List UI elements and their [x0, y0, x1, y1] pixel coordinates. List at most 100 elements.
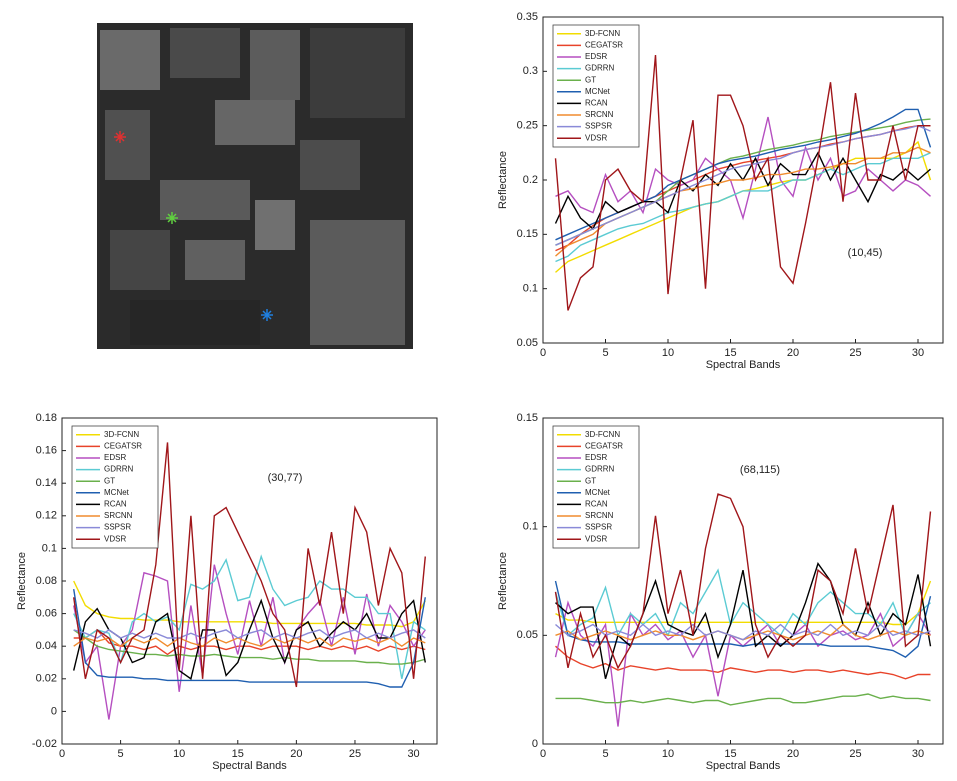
series-group [554, 493, 932, 727]
y-tick-label: 0.18 [36, 412, 57, 424]
y-tick-label: 0.02 [36, 673, 57, 685]
legend-label: MCNet [104, 488, 130, 497]
legend-label: 3D-FCNN [585, 430, 620, 439]
x-tick-label: 5 [602, 347, 608, 359]
y-tick-label: 0.16 [36, 445, 57, 457]
y-tick-label: 0.06 [36, 608, 57, 620]
y-tick-label: 0.15 [517, 412, 538, 424]
x-tick-label: 15 [232, 748, 244, 760]
x-tick-label: 30 [912, 748, 924, 760]
series-line [554, 54, 931, 311]
legend-label: EDSR [585, 52, 607, 61]
x-tick-label: 20 [290, 748, 302, 760]
axes-box [542, 417, 944, 745]
legend-label: RCAN [585, 500, 608, 509]
legend: 3D-FCNN CEGATSR EDSR GDRRN GT MCNet RCAN SRCNN S… [71, 425, 159, 549]
marker-green [166, 212, 178, 224]
y-tick-label: 0.1 [523, 521, 538, 533]
legend-label: MCNet [585, 488, 611, 497]
series-line [73, 629, 426, 639]
x-tick-label: 20 [787, 347, 799, 359]
series-line [555, 623, 931, 641]
legend-label: 3D-FCNN [104, 430, 139, 439]
legend-label: VDSR [585, 534, 607, 543]
legend-label: CEGATSR [585, 41, 623, 50]
x-axis-label: Spectral Bands [212, 760, 287, 772]
y-tick-label: 0 [51, 705, 57, 717]
y-tick-label: 0.14 [36, 477, 57, 489]
legend-label: RCAN [104, 500, 127, 509]
y-tick-label: 0.04 [36, 640, 57, 652]
series-line [73, 442, 426, 688]
series-line [555, 152, 931, 263]
y-tick-label: -0.02 [32, 738, 57, 750]
series-group [554, 54, 932, 311]
legend-label: 3D-FCNN [585, 29, 620, 38]
x-tick-label: 5 [602, 748, 608, 760]
legend-label: SSPSR [585, 122, 612, 131]
legend-label: GT [585, 476, 596, 485]
series-line [73, 629, 426, 665]
image-buildings [100, 28, 405, 345]
x-tick-label: 25 [349, 748, 361, 760]
aerial-image [97, 23, 413, 349]
y-tick-label: 0.2 [523, 174, 538, 186]
series-line [555, 580, 932, 626]
x-tick-label: 20 [787, 748, 799, 760]
x-tick-label: 0 [540, 347, 546, 359]
x-tick-label: 30 [912, 347, 924, 359]
x-tick-label: 5 [118, 748, 124, 760]
annotation: (68,115) [740, 464, 780, 476]
x-axis-label: Spectral Bands [706, 760, 781, 772]
marker-red [114, 131, 126, 143]
series-line [555, 124, 931, 246]
x-tick-label: 15 [724, 347, 736, 359]
series-line [555, 645, 931, 680]
y-axis-label: Reflectance [497, 151, 509, 209]
y-tick-label: 0.3 [523, 65, 538, 77]
series-line [554, 580, 932, 658]
series-line [555, 116, 931, 221]
x-tick-label: 10 [662, 347, 674, 359]
x-axis-label: Spectral Bands [706, 359, 781, 371]
y-tick-label: 0.05 [517, 337, 538, 349]
chart-panel: 0 5 10 15 20 25 30-0.0200.020.040.060.080.10.1… [16, 412, 438, 772]
legend: 3D-FCNN CEGATSR EDSR GDRRN GT MCNet RCAN SRCNN S… [552, 24, 640, 148]
legend-label: EDSR [585, 453, 607, 462]
y-tick-label: 0.05 [517, 629, 538, 641]
chart-panel: 0 5 10 15 20 25 30 0.05 0.1 0.15 0.2 0.25 0.3 0.35 Spe… [497, 11, 944, 371]
legend-label: CEGATSR [104, 442, 142, 451]
legend-label: GT [585, 75, 596, 84]
series-line [73, 628, 426, 656]
legend: 3D-FCNN CEGATSR EDSR GDRRN GT MCNet RCAN SRCNN S… [552, 425, 640, 549]
legend-label: MCNet [585, 87, 611, 96]
series-line [555, 693, 931, 706]
series-group [73, 442, 426, 720]
y-tick-label: 0.08 [36, 575, 57, 587]
y-axis-label: Reflectance [497, 552, 509, 610]
y-tick-label: 0.25 [517, 120, 538, 132]
y-tick-label: 0 [532, 738, 538, 750]
legend-label: SRCNN [585, 110, 614, 119]
marker-blue [261, 309, 273, 321]
legend-label: RCAN [585, 99, 608, 108]
x-tick-label: 25 [849, 347, 861, 359]
series-line [73, 580, 426, 628]
series-line [73, 554, 426, 679]
legend-label: GDRRN [104, 465, 134, 474]
y-tick-label: 0.35 [517, 11, 538, 23]
y-tick-label: 0.15 [517, 228, 538, 240]
legend-label: SRCNN [585, 511, 614, 520]
y-tick-label: 0.1 [42, 542, 57, 554]
legend-label: CEGATSR [585, 442, 623, 451]
x-tick-label: 0 [540, 748, 546, 760]
series-line [73, 564, 426, 720]
annotation: (30,77) [268, 472, 303, 484]
x-tick-label: 10 [662, 748, 674, 760]
legend-label: GT [104, 476, 115, 485]
y-tick-label: 0.12 [36, 510, 57, 522]
y-axis-label: Reflectance [16, 552, 28, 610]
annotation: (10,45) [848, 247, 883, 259]
legend-label: GDRRN [585, 64, 615, 73]
